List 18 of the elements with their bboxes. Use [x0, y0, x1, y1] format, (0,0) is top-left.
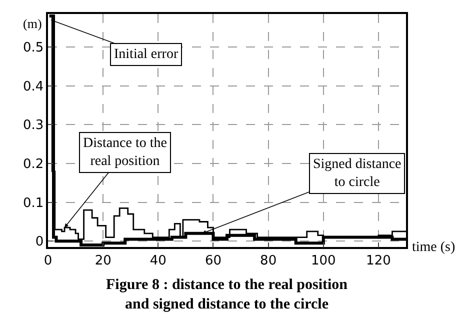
- x-tick-label: 60: [204, 253, 222, 268]
- y-tick-label: 0.1: [22, 196, 44, 211]
- y-tick-label: 0: [35, 234, 44, 250]
- annotation: Initial error: [114, 47, 178, 62]
- x-tick-label: 120: [366, 253, 391, 268]
- x-tick-label: 20: [94, 253, 112, 268]
- x-tick-label: 40: [150, 253, 166, 268]
- x-axis-title: time (s): [412, 240, 456, 255]
- y-tick-label: 0.5: [22, 40, 44, 56]
- x-tick-label: 100: [310, 253, 336, 268]
- y-tick-label: 0.4: [22, 79, 44, 94]
- text: Figure 8 : distance to the real position and signed distance to the circle: [106, 277, 348, 312]
- annotation: Distance to the real position: [83, 136, 167, 170]
- annotation: Signed distance to circle: [313, 157, 402, 190]
- y-axis-title: (m): [23, 16, 42, 31]
- y-tick-label: 0.2: [22, 157, 44, 172]
- x-tick-label: 80: [260, 253, 277, 268]
- y-tick-label: 0.3: [22, 118, 44, 134]
